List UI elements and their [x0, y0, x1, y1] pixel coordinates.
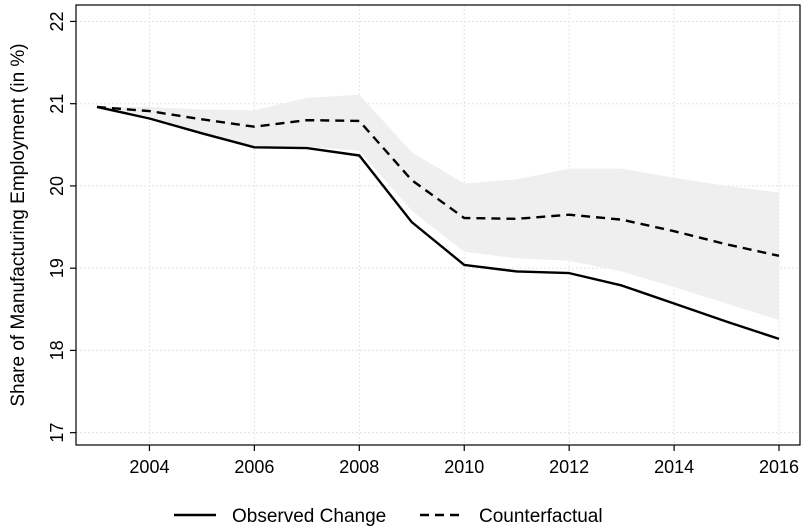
- x-tick-label: 2006: [234, 457, 274, 477]
- y-tick-label: 20: [47, 176, 67, 196]
- y-tick-label: 18: [47, 340, 67, 360]
- x-tick-label: 2010: [444, 457, 484, 477]
- legend-observed-label: Observed Change: [232, 506, 386, 527]
- x-tick-label: 2014: [654, 457, 694, 477]
- x-tick-label: 2012: [549, 457, 589, 477]
- x-axis: 2004 2006 2008 2010 2012 2014 2016: [129, 445, 799, 477]
- series-lines: [96, 105, 780, 341]
- plot-frame: [75, 4, 801, 446]
- y-tick-label: 17: [47, 423, 67, 443]
- legend: Observed Change Counterfactual: [174, 506, 603, 527]
- y-tick-label: 22: [47, 11, 67, 31]
- observed-change-line: [96, 105, 780, 341]
- x-tick-label: 2004: [129, 457, 169, 477]
- y-axis-title: Share of Manufacturing Employment (in %): [8, 43, 29, 406]
- y-axis: 17 18 19 20 21 22: [47, 11, 76, 443]
- y-tick-label: 19: [47, 258, 67, 278]
- confidence-band: [96, 94, 780, 320]
- confidence-band-area: [96, 94, 780, 320]
- counterfactual-line: [96, 105, 780, 258]
- x-tick-label: 2008: [339, 457, 379, 477]
- y-tick-label: 21: [47, 94, 67, 114]
- legend-counterfactual-label: Counterfactual: [479, 506, 603, 527]
- x-tick-label: 2016: [759, 457, 799, 477]
